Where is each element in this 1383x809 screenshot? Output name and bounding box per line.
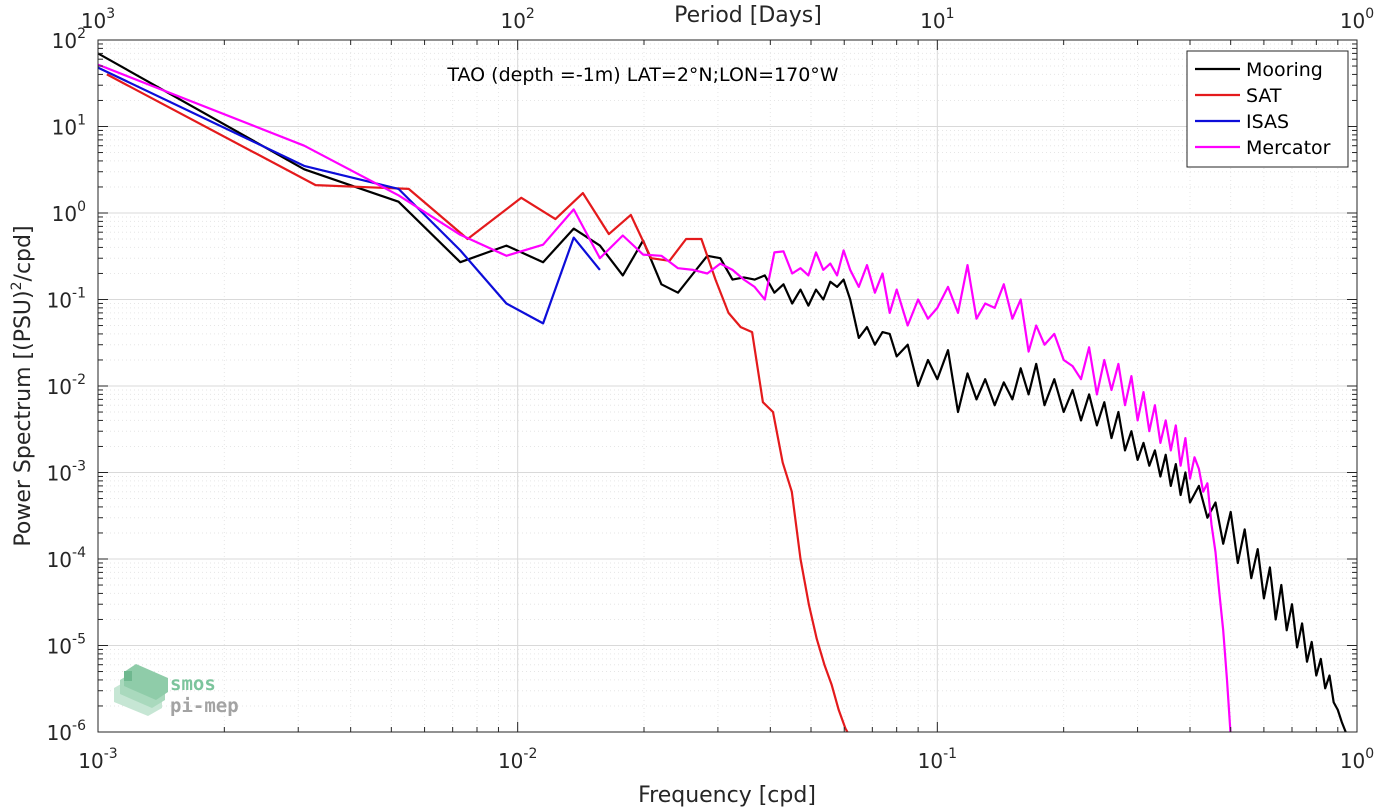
- y-tick-label: 100: [52, 199, 86, 226]
- series-line-mercator: [98, 63, 1232, 732]
- y-tick-label: 10-1: [47, 286, 86, 313]
- y-tick-label-base: 10: [52, 116, 77, 140]
- y-axis-label-tail: /cpd]: [11, 225, 36, 281]
- top-tick-label: 100: [1340, 6, 1374, 33]
- series-line-isas: [98, 66, 601, 325]
- y-tick-label-base: 10: [47, 635, 72, 659]
- y-tick-label-base: 10: [52, 202, 77, 226]
- y-tick-label: 10-3: [47, 459, 86, 486]
- y-tick-label-base: 10: [47, 462, 72, 486]
- top-tick-label-base: 10: [1340, 9, 1365, 33]
- y-tick-label: 10-2: [47, 372, 86, 399]
- y-tick-label-base: 10: [52, 29, 77, 53]
- series-line-mooring: [98, 52, 1348, 732]
- top-tick-label-exp: 1: [946, 6, 955, 22]
- x-tick-label-base: 10: [918, 749, 943, 773]
- x-tick-label-base: 10: [78, 749, 103, 773]
- top-tick-label-exp: 3: [106, 6, 115, 22]
- legend-label-mercator: Mercator: [1246, 137, 1331, 159]
- legend-label-mooring: Mooring: [1246, 59, 1323, 81]
- x-tick-label: 100: [1340, 746, 1374, 773]
- y-tick-label-exp: -5: [72, 632, 86, 648]
- x-tick-label-base: 10: [498, 749, 523, 773]
- y-tick-label-exp: -1: [72, 286, 86, 302]
- top-tick-label: 102: [500, 6, 534, 33]
- y-tick-label-base: 10: [47, 721, 72, 745]
- top-tick-label-exp: 2: [526, 6, 535, 22]
- series-layer: [98, 52, 1348, 732]
- x-tick-label: 10-2: [498, 746, 537, 773]
- x-tick-label-exp: -2: [523, 746, 537, 762]
- y-tick-label-exp: -3: [72, 459, 86, 475]
- series-line-sat: [106, 73, 849, 732]
- y-tick-label-exp: -4: [72, 545, 86, 561]
- x-tick-label-exp: 0: [1365, 746, 1374, 762]
- top-tick-label: 101: [920, 6, 954, 33]
- legend: Mooring SAT ISAS Mercator: [1186, 50, 1349, 168]
- top-tick-label-base: 10: [920, 9, 945, 33]
- top-tick-label-exp: 0: [1365, 6, 1374, 22]
- y-tick-label: 10-4: [47, 545, 87, 572]
- legend-label-sat: SAT: [1246, 85, 1282, 107]
- logo-text-smos: smos: [170, 673, 216, 695]
- top-tick-label: 103: [81, 6, 115, 33]
- y-axis-label-main: Power Spectrum [(PSU): [11, 290, 36, 546]
- y-tick-label-exp: 2: [77, 26, 86, 42]
- logo-layers-icon: [114, 664, 168, 716]
- y-tick-label-exp: -2: [72, 372, 86, 388]
- y-tick-label: 10-5: [47, 632, 86, 659]
- y-tick-label-base: 10: [47, 375, 72, 399]
- top-tick-label-base: 10: [81, 9, 106, 33]
- y-tick-label-exp: 0: [77, 199, 86, 215]
- y-tick-label-base: 10: [47, 289, 72, 313]
- legend-label-isas: ISAS: [1246, 111, 1289, 133]
- tick-marks: [97, 39, 1358, 733]
- y-tick-label-exp: 1: [77, 113, 86, 129]
- top-tick-label-base: 10: [500, 9, 525, 33]
- x-tick-label: 10-3: [78, 746, 117, 773]
- x-tick-label-exp: -3: [104, 746, 118, 762]
- chart-annotation: TAO (depth =-1m) LAT=2°N;LON=170°W: [446, 64, 838, 86]
- x-tick-label: 10-1: [918, 746, 957, 773]
- smos-pi-mep-logo: smos pi-mep: [114, 664, 239, 717]
- y-tick-label-exp: -6: [72, 718, 86, 734]
- x-tick-label-exp: -1: [943, 746, 957, 762]
- y-tick-label: 10-6: [47, 718, 87, 745]
- top-axis-label: Period [Days]: [674, 3, 822, 28]
- minor-grid: [98, 40, 1357, 732]
- logo-text-pi-mep: pi-mep: [170, 695, 239, 717]
- x-axis-label: Frequency [cpd]: [638, 783, 816, 808]
- x-tick-label-base: 10: [1340, 749, 1365, 773]
- y-axis-label-sup: 2: [9, 281, 25, 290]
- y-axis-label: Power Spectrum [(PSU)2/cpd]: [9, 225, 36, 546]
- y-tick-label: 101: [52, 113, 86, 140]
- y-tick-label-base: 10: [47, 548, 72, 572]
- y-tick-label: 102: [52, 26, 86, 53]
